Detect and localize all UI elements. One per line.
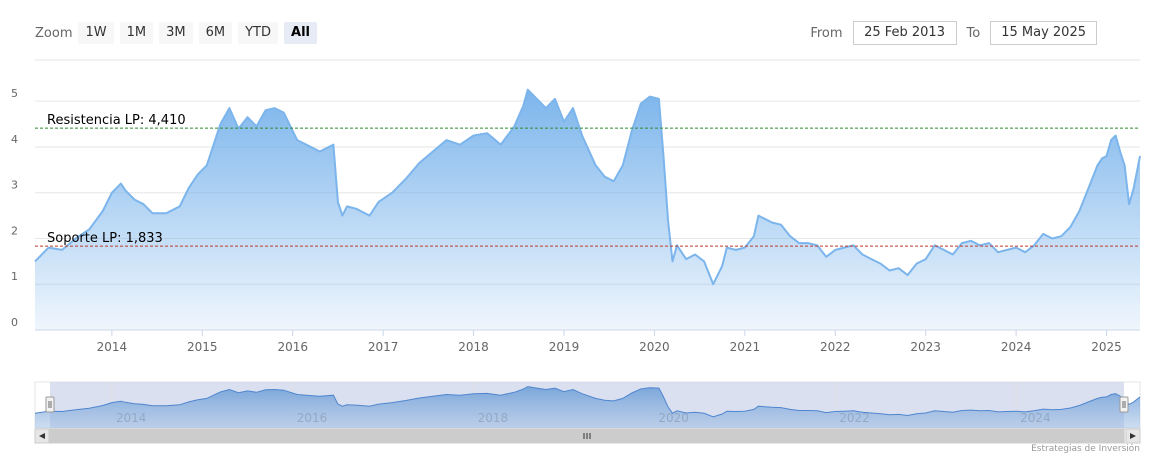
navigator[interactable]: 201420162018202020222024 xyxy=(34,381,1141,444)
price-area xyxy=(35,89,1140,330)
navigator-right-handle[interactable] xyxy=(1119,396,1129,413)
resistance-label: Resistencia LP: 4,410 xyxy=(47,113,186,128)
zoom-1w-button[interactable]: 1W xyxy=(78,22,114,44)
y-tick-label: 2 xyxy=(11,224,18,237)
plot-lines: Resistencia LP: 4,410 Soporte LP: 1,833 xyxy=(35,113,1140,247)
arrow-right-icon xyxy=(1130,433,1136,439)
zoom-label: Zoom xyxy=(35,25,73,41)
from-label: From xyxy=(810,25,843,41)
x-tick-label: 2019 xyxy=(549,340,580,354)
zoom-6m-button[interactable]: 6M xyxy=(198,22,233,44)
x-tick-label: 2023 xyxy=(910,340,941,354)
arrow-left-icon xyxy=(39,433,45,439)
to-label: To xyxy=(966,25,981,41)
from-date-input[interactable]: 25 Feb 2013 xyxy=(852,21,957,45)
navigator-left-handle[interactable] xyxy=(45,396,55,413)
y-tick-label: 5 xyxy=(11,87,18,100)
price-line xyxy=(34,88,1141,286)
x-tick-label: 2020 xyxy=(639,340,670,354)
x-tick-label: 2014 xyxy=(97,340,128,354)
x-tick-label: 2025 xyxy=(1091,340,1122,354)
support-label: Soporte LP: 1,833 xyxy=(47,231,163,246)
y-tick-label: 1 xyxy=(11,270,18,283)
zoom-ytd-button[interactable]: YTD xyxy=(238,22,279,44)
y-tick-label: 4 xyxy=(11,133,18,146)
zoom-1m-button[interactable]: 1M xyxy=(119,22,154,44)
price-series xyxy=(34,88,1141,330)
x-tick-label: 2022 xyxy=(820,340,851,354)
zoom-all-button[interactable]: All xyxy=(284,22,317,44)
x-tick-label: 2016 xyxy=(277,340,308,354)
navigator-line xyxy=(34,386,1141,418)
y-tick-label: 3 xyxy=(11,179,18,192)
x-tick-label: 2017 xyxy=(368,340,399,354)
zoom-selector: Zoom 1W 1M 3M 6M YTD All xyxy=(35,21,323,45)
y-tick-label: 0 xyxy=(11,316,18,329)
x-tick-label: 2015 xyxy=(187,340,218,354)
axes: 0 1 2 3 4 5 2014 2015 2016 2017 2018 2019 2020 2021 20… xyxy=(11,87,1140,354)
x-tick-label: 2024 xyxy=(1001,340,1032,354)
date-range-selector: From 25 Feb 2013 To 15 May 2025 xyxy=(800,21,1097,45)
to-date-input[interactable]: 15 May 2025 xyxy=(990,21,1097,45)
x-tick-label: 2018 xyxy=(458,340,489,354)
navigator-area xyxy=(35,386,1140,428)
zoom-3m-button[interactable]: 3M xyxy=(159,22,193,44)
x-tick-label: 2021 xyxy=(730,340,761,354)
chart-credit: Estrategias de Inversión xyxy=(1031,444,1140,454)
